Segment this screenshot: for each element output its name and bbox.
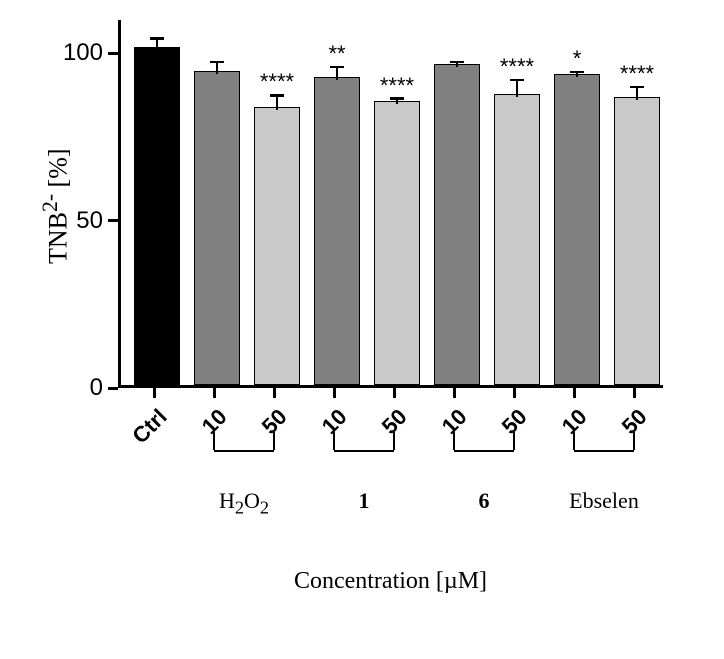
x-tick-label: 10 bbox=[412, 404, 473, 465]
group-bracket-end bbox=[393, 432, 395, 450]
x-tick-label: 50 bbox=[472, 404, 533, 465]
x-tick-label: 50 bbox=[352, 404, 413, 465]
x-tick bbox=[573, 388, 576, 398]
chart-stage: *******************050100TNB2- [%]Ctrl10… bbox=[0, 0, 724, 659]
x-tick bbox=[153, 388, 156, 398]
significance-label: **** bbox=[602, 61, 672, 87]
x-axis-title: Concentration [µM] bbox=[118, 568, 663, 595]
bar bbox=[494, 94, 540, 385]
error-bar bbox=[636, 87, 639, 100]
group-bracket bbox=[574, 450, 634, 452]
bar bbox=[254, 107, 300, 385]
x-tick-label: 50 bbox=[592, 404, 653, 465]
y-axis-label: TNB2- [%] bbox=[38, 148, 74, 264]
bar bbox=[134, 47, 180, 385]
group-bracket-end bbox=[573, 432, 575, 450]
significance-label: **** bbox=[242, 69, 312, 95]
x-tick-label: 10 bbox=[172, 404, 233, 465]
group-bracket bbox=[454, 450, 514, 452]
significance-label: **** bbox=[362, 73, 432, 99]
error-bar bbox=[516, 80, 519, 97]
bar bbox=[194, 71, 240, 385]
error-cap bbox=[450, 61, 464, 64]
group-bracket-end bbox=[453, 432, 455, 450]
group-bracket-end bbox=[513, 432, 515, 450]
bar bbox=[614, 97, 660, 385]
group-bracket-end bbox=[213, 432, 215, 450]
plot-area: ******************* bbox=[118, 20, 663, 388]
x-tick-label: 10 bbox=[292, 404, 353, 465]
x-tick bbox=[333, 388, 336, 398]
group-bracket-end bbox=[273, 432, 275, 450]
x-tick bbox=[213, 388, 216, 398]
bar bbox=[374, 101, 420, 385]
bar bbox=[554, 74, 600, 385]
x-tick-label: 50 bbox=[232, 404, 293, 465]
group-bracket-end bbox=[633, 432, 635, 450]
group-label: 1 bbox=[304, 488, 424, 514]
x-tick bbox=[633, 388, 636, 398]
x-tick bbox=[513, 388, 516, 398]
y-tick bbox=[108, 219, 118, 222]
group-bracket bbox=[214, 450, 274, 452]
x-tick bbox=[453, 388, 456, 398]
group-label: Ebselen bbox=[544, 488, 664, 514]
significance-label: ** bbox=[302, 41, 372, 67]
y-tick bbox=[108, 387, 118, 390]
error-cap bbox=[150, 37, 164, 40]
x-tick bbox=[273, 388, 276, 398]
x-tick bbox=[393, 388, 396, 398]
group-label: H2O2 bbox=[184, 488, 304, 518]
x-tick-label: Ctrl bbox=[112, 404, 173, 465]
error-cap bbox=[210, 61, 224, 64]
y-tick bbox=[108, 52, 118, 55]
error-bar bbox=[216, 62, 219, 74]
error-bar bbox=[276, 95, 279, 110]
bar bbox=[434, 64, 480, 385]
y-tick-label: 0 bbox=[43, 374, 103, 402]
y-tick-label: 100 bbox=[43, 39, 103, 67]
group-label: 6 bbox=[424, 488, 544, 514]
error-bar bbox=[336, 67, 339, 80]
bar bbox=[314, 77, 360, 385]
group-bracket bbox=[334, 450, 394, 452]
x-tick-label: 10 bbox=[532, 404, 593, 465]
group-bracket-end bbox=[333, 432, 335, 450]
error-bar bbox=[156, 38, 159, 50]
